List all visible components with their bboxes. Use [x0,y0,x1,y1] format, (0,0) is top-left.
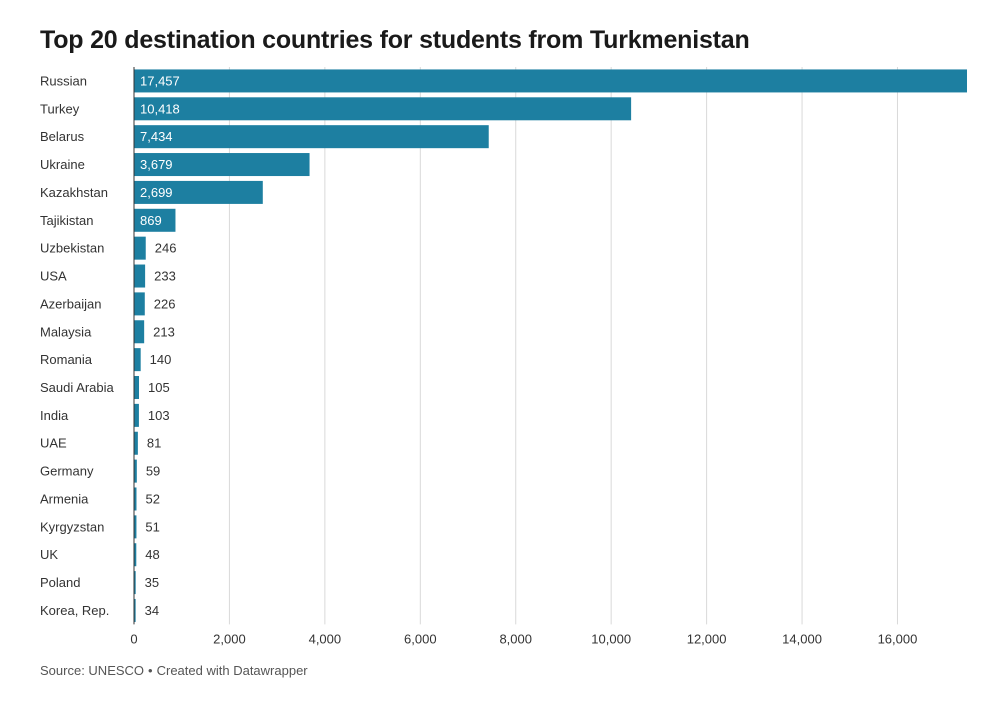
category-label: Tajikistan [40,213,93,228]
value-label: 213 [153,324,175,339]
x-tick-label: 12,000 [687,631,727,646]
x-tick-label: 8,000 [499,631,532,646]
value-label: 233 [154,269,176,284]
value-label: 52 [145,491,159,506]
value-label: 103 [148,408,170,423]
category-label: Russian [40,73,87,88]
bar [134,292,145,316]
value-label: 140 [150,352,172,367]
value-label: 51 [145,519,159,534]
category-label: Uzbekistan [40,241,104,256]
bar [134,487,137,511]
category-label: Korea, Rep. [40,603,109,618]
category-label: USA [40,269,67,284]
bar [134,180,263,204]
bar [134,403,139,427]
category-label: Kyrgyzstan [40,519,104,534]
x-tick-label: 0 [130,631,137,646]
bar [134,598,136,622]
value-label: 2,699 [140,185,173,200]
value-label: 869 [140,213,162,228]
footer-separator: • [148,663,153,678]
bar [134,348,141,372]
value-label: 59 [146,464,160,479]
category-label: Armenia [40,491,89,506]
value-label: 7,434 [140,129,173,144]
category-label: Romania [40,352,93,367]
value-label: 17,457 [140,73,180,88]
bar [134,571,136,595]
value-label: 246 [155,241,177,256]
bar [134,236,146,260]
category-label: Azerbaijan [40,296,101,311]
category-label: Malaysia [40,324,92,339]
category-label: UK [40,547,58,562]
bar [134,125,489,149]
value-label: 48 [145,547,159,562]
source-note: Source: UNESCO [40,663,145,678]
bar-chart: 0 2,000 4,000 6,000 8,000 10,000 12,000 14,000 1… [40,67,967,646]
value-label: 34 [145,603,159,618]
category-label: Ukraine [40,157,85,172]
value-label: 81 [147,436,161,451]
bar [134,320,145,344]
credit-note: Created with Datawrapper [156,663,308,678]
value-label: 3,679 [140,157,173,172]
chart-footer: Source: UNESCO • Created with Datawrapper [40,663,308,678]
bar [134,459,137,483]
bar [134,208,176,232]
category-label: Germany [40,464,94,479]
x-tick-label: 16,000 [878,631,918,646]
bar [134,97,632,121]
bar [134,543,137,567]
x-tick-label: 10,000 [591,631,631,646]
category-label: Poland [40,575,80,590]
category-label: Saudi Arabia [40,380,114,395]
value-label: 105 [148,380,170,395]
bar [134,264,146,288]
x-tick-label: 6,000 [404,631,437,646]
value-label: 10,418 [140,101,180,116]
category-label: India [40,408,69,423]
bar [134,376,140,400]
x-tick-label: 2,000 [213,631,246,646]
bar [134,515,137,539]
bar [134,69,967,93]
x-tick-label: 14,000 [782,631,822,646]
category-label: UAE [40,436,67,451]
x-tick-label: 4,000 [309,631,342,646]
category-label: Belarus [40,129,85,144]
bar [134,153,310,177]
bar [134,431,138,455]
value-label: 35 [145,575,159,590]
category-label: Turkey [40,101,80,116]
chart-title: Top 20 destination countries for student… [40,26,750,54]
value-label: 226 [154,296,176,311]
category-label: Kazakhstan [40,185,108,200]
